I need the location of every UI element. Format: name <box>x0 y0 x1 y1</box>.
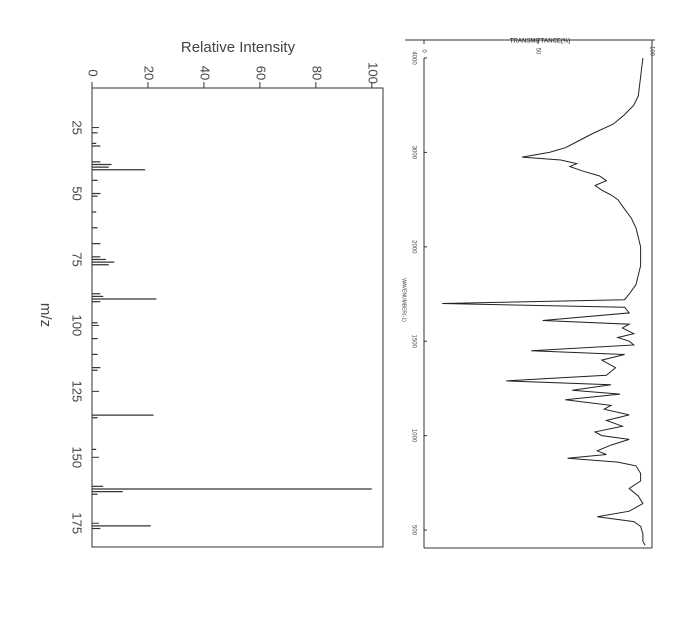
y-tick-label: 100 <box>365 62 380 84</box>
x-tick-label: 1500 <box>410 335 416 349</box>
spectrum-line <box>442 57 646 546</box>
x-tick-label: 50 <box>70 186 85 200</box>
y-tick-label: 100 <box>648 46 654 57</box>
y-tick-label: 0 <box>420 49 426 53</box>
x-tick-label: 4000 <box>410 51 416 65</box>
y-tick-label: 20 <box>142 66 157 80</box>
x-tick-label: 75 <box>70 252 85 266</box>
y-tick-label: 0 <box>86 69 101 76</box>
x-tick-label: 3000 <box>410 146 416 160</box>
plot-frame <box>91 87 384 548</box>
x-axis-title: m/z <box>37 303 54 327</box>
y-axis-title: Relative Intensity <box>181 39 296 56</box>
x-tick-label: 25 <box>70 120 85 134</box>
x-tick-label: 175 <box>70 512 85 534</box>
y-tick-label: 40 <box>197 66 212 80</box>
x-axis-title: WAVENUMBER(-1) <box>401 278 407 322</box>
x-tick-label: 500 <box>410 525 416 536</box>
x-tick-label: 1000 <box>410 429 416 443</box>
x-tick-label: 100 <box>70 315 85 337</box>
x-tick-label: 150 <box>70 446 85 468</box>
chart-title: TRANSMITTANCE(%) <box>510 39 571 45</box>
y-tick-label: 60 <box>253 66 268 80</box>
y-tick-label: 50 <box>534 48 540 55</box>
x-tick-label: 2000 <box>410 240 416 254</box>
x-tick-label: 125 <box>70 381 85 403</box>
y-tick-label: 80 <box>309 66 324 80</box>
